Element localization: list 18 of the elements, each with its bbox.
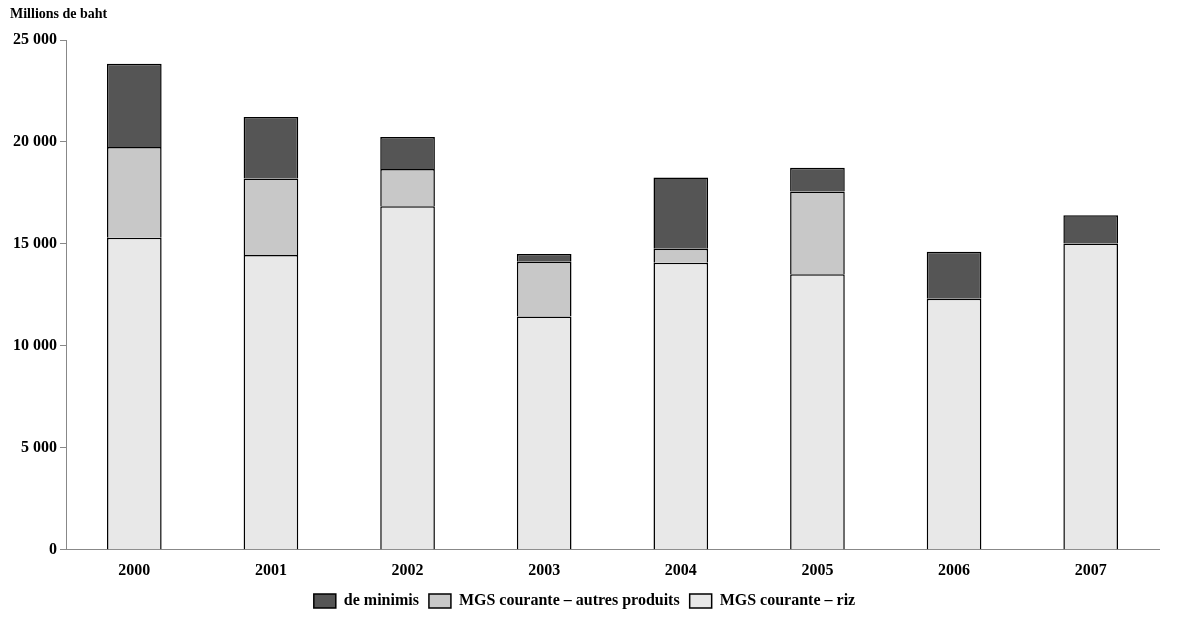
legend-label: de minimis xyxy=(343,591,419,609)
x-tick-label: 2002 xyxy=(391,560,424,578)
x-tick-label: 2000 xyxy=(118,560,151,578)
y-tick-label: 15 000 xyxy=(13,234,57,252)
x-tick-label: 2003 xyxy=(528,560,561,578)
x-tick-label: 2005 xyxy=(801,560,834,578)
y-axis-title: Millions de baht xyxy=(10,6,108,22)
y-tick-label: 5 000 xyxy=(21,437,57,455)
y-tick-label: 25 000 xyxy=(13,30,57,48)
x-tick-label: 2004 xyxy=(664,560,697,578)
y-tick-label: 20 000 xyxy=(13,132,57,150)
y-tick-label: 10 000 xyxy=(13,336,57,354)
x-tick-label: 2007 xyxy=(1074,560,1107,578)
legend-label: MGS courante – riz xyxy=(719,591,856,609)
y-tick-label: 0 xyxy=(49,539,57,557)
legend-label: MGS courante – autres produits xyxy=(458,591,680,610)
x-tick-label: 2006 xyxy=(938,560,971,578)
x-tick-label: 2001 xyxy=(254,560,287,578)
